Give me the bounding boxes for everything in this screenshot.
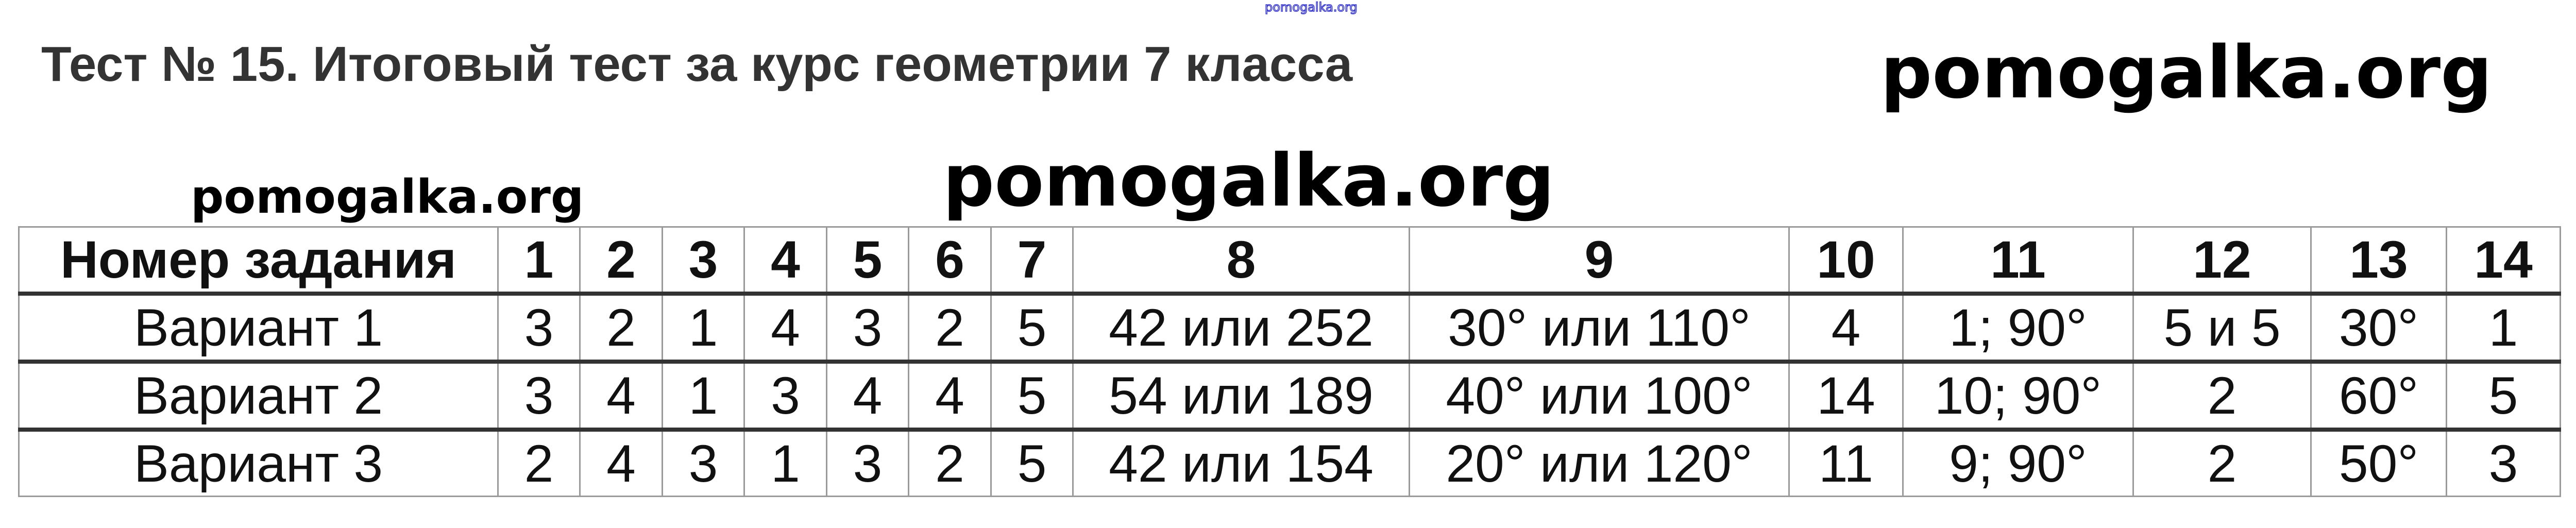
header-cell: 11 <box>1902 226 2134 295</box>
page-title: Тест № 15. Итоговый тест за курс геометр… <box>41 37 1353 92</box>
answer-cell: 5 <box>2446 360 2561 431</box>
answer-cell: 2 <box>908 428 992 497</box>
answer-cell: 1 <box>743 428 827 497</box>
answer-cell: 3 <box>497 360 581 431</box>
answer-cell: 4 <box>908 360 992 431</box>
table-row: Вариант 2 3 4 1 3 4 4 5 54 или 189 40° или 100° 14… <box>18 360 2561 431</box>
answer-cell: 11 <box>1788 428 1904 497</box>
header-cell: 2 <box>579 226 663 295</box>
row-label-cell: Вариант 2 <box>18 360 499 431</box>
header-cell: 14 <box>2446 226 2561 295</box>
table-row: Вариант 3 2 4 3 1 3 2 5 42 или 154 20° или 120° 11… <box>18 428 2561 497</box>
answer-cell: 30° <box>2310 292 2447 363</box>
header-cell: 3 <box>662 226 745 295</box>
header-cell: 1 <box>497 226 581 295</box>
answer-cell: 1 <box>662 292 745 363</box>
answer-cell: 1; 90° <box>1902 292 2134 363</box>
answer-cell: 10; 90° <box>1902 360 2134 431</box>
answer-cell: 3 <box>826 292 909 363</box>
answer-cell: 54 или 189 <box>1072 360 1410 431</box>
header-cell: 13 <box>2310 226 2447 295</box>
answer-cell: 42 или 252 <box>1072 292 1410 363</box>
answer-cell: 4 <box>743 292 827 363</box>
table-row: Вариант 1 3 2 1 4 3 2 5 42 или 252 30° или 110° 4 1… <box>18 292 2561 363</box>
header-cell: 4 <box>743 226 827 295</box>
watermark-small-left: pomogalka.org <box>191 170 584 224</box>
table-header-row: Номер задания 1 2 3 4 5 6 7 8 9 10 11 12 13 14 <box>18 226 2561 295</box>
answer-cell: 2 <box>497 428 581 497</box>
header-cell: 8 <box>1072 226 1410 295</box>
answer-cell: 2 <box>579 292 663 363</box>
row-label-cell: Вариант 3 <box>18 428 499 497</box>
answer-cell: 20° или 120° <box>1409 428 1790 497</box>
answer-cell: 4 <box>579 360 663 431</box>
answer-cell: 3 <box>2446 428 2561 497</box>
answer-cell: 5 <box>990 292 1074 363</box>
watermark-large-right: pomogalka.org <box>1880 31 2493 115</box>
answer-cell: 4 <box>579 428 663 497</box>
answer-cell: 3 <box>497 292 581 363</box>
answer-cell: 2 <box>2132 360 2312 431</box>
answer-cell: 1 <box>662 360 745 431</box>
answer-cell: 30° или 110° <box>1409 292 1790 363</box>
answer-cell: 2 <box>2132 428 2312 497</box>
header-cell: 6 <box>908 226 992 295</box>
row-label-cell: Вариант 1 <box>18 292 499 363</box>
answer-cell: 3 <box>743 360 827 431</box>
answer-cell: 5 и 5 <box>2132 292 2312 363</box>
answers-table: Номер задания 1 2 3 4 5 6 7 8 9 10 11 12 13 14 Вариант … <box>18 226 2561 497</box>
answer-cell: 2 <box>908 292 992 363</box>
header-cell: 7 <box>990 226 1074 295</box>
answer-cell: 14 <box>1788 360 1904 431</box>
header-cell: 9 <box>1409 226 1790 295</box>
header-cell: 5 <box>826 226 909 295</box>
answer-cell: 4 <box>826 360 909 431</box>
answer-cell: 42 или 154 <box>1072 428 1410 497</box>
answer-cell: 3 <box>662 428 745 497</box>
answer-cell: 40° или 100° <box>1409 360 1790 431</box>
watermark-large-center: pomogalka.org <box>943 139 1555 223</box>
answer-cell: 60° <box>2310 360 2447 431</box>
answer-cell: 50° <box>2310 428 2447 497</box>
answer-cell: 3 <box>826 428 909 497</box>
answer-cell: 5 <box>990 360 1074 431</box>
answer-cell: 5 <box>990 428 1074 497</box>
answer-cell: 4 <box>1788 292 1904 363</box>
watermark-top: pomogalka.org <box>1264 0 1358 15</box>
answer-cell: 9; 90° <box>1902 428 2134 497</box>
header-cell: Номер задания <box>18 226 499 295</box>
header-cell: 10 <box>1788 226 1904 295</box>
answer-cell: 1 <box>2446 292 2561 363</box>
header-cell: 12 <box>2132 226 2312 295</box>
